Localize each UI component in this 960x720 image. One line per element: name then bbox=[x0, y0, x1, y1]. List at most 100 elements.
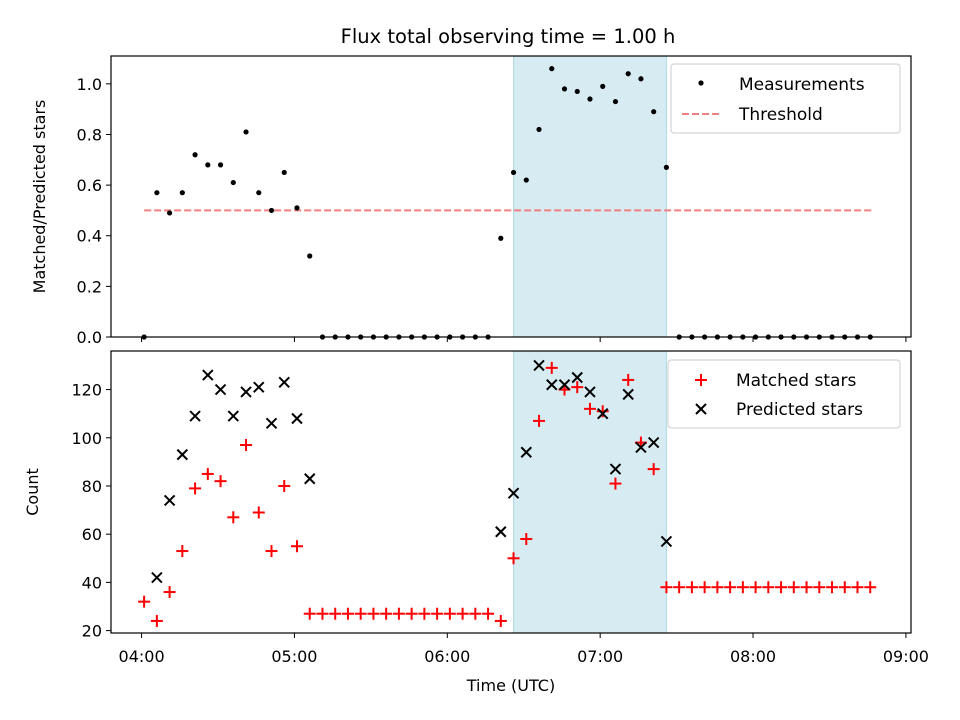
measurement-point bbox=[561, 86, 568, 92]
bottom-axes-frame bbox=[110, 350, 912, 634]
predicted-star-point bbox=[571, 371, 583, 384]
bottom-y-tick-label: 100 bbox=[71, 429, 102, 448]
legend-measurements-label: Measurements bbox=[739, 75, 865, 95]
x-tick-label: 08:00 bbox=[730, 647, 776, 666]
measurement-point bbox=[651, 109, 657, 115]
top-y-tick-label: 0.6 bbox=[77, 176, 102, 195]
matched-star-point bbox=[456, 607, 469, 620]
matched-star-point bbox=[201, 467, 214, 480]
predicted-star-point bbox=[176, 448, 189, 461]
matched-star-point bbox=[163, 586, 176, 599]
predicted-star-point bbox=[163, 494, 176, 507]
x-tick-label: 05:00 bbox=[271, 647, 317, 666]
bottom-panel: 20 40 60 80 100 120 04:00 05:00 06:00 07:00 08:00… bbox=[23, 350, 929, 695]
predicted-star-point bbox=[265, 417, 278, 430]
top-y-axis-label: Matched/Predicted stars bbox=[30, 100, 49, 294]
measurement-point bbox=[294, 205, 300, 211]
measurement-point bbox=[549, 66, 555, 72]
bottom-y-tick-label: 40 bbox=[82, 573, 102, 592]
measurement-point bbox=[510, 169, 517, 176]
predicted-star-point bbox=[291, 412, 303, 425]
matched-star-point bbox=[660, 581, 673, 594]
matched-star-point bbox=[341, 607, 354, 620]
predicted-star-point bbox=[597, 407, 609, 420]
matched-star-point bbox=[176, 545, 189, 558]
matched-star-point bbox=[227, 511, 240, 524]
predicted-star-point bbox=[635, 441, 647, 454]
legend-threshold-label: Threshold bbox=[738, 105, 823, 125]
top-y-tick-label: 0.2 bbox=[77, 277, 102, 296]
matched-star-point bbox=[545, 361, 558, 374]
legend-predicted-label: Predicted stars bbox=[736, 400, 863, 420]
matched-star-point bbox=[189, 482, 202, 495]
chart-title: Flux total observing time = 1.00 h bbox=[341, 25, 676, 48]
matched-star-point bbox=[647, 463, 660, 476]
predicted-star-point bbox=[189, 410, 201, 422]
predicted-star-point bbox=[609, 463, 622, 475]
top-legend-box bbox=[670, 63, 901, 134]
predicted-star-point bbox=[647, 436, 660, 449]
top-axes-frame bbox=[110, 55, 912, 338]
predicted-star-point bbox=[558, 379, 571, 391]
predicted-star-point bbox=[622, 388, 634, 401]
measurement-point bbox=[166, 210, 173, 216]
matched-star-point bbox=[571, 381, 584, 394]
measurement-point bbox=[154, 190, 160, 196]
matched-star-point bbox=[622, 373, 635, 386]
matched-star-point bbox=[864, 581, 877, 594]
matched-star-point bbox=[838, 581, 851, 594]
x-axis-label: Time (UTC) bbox=[466, 676, 555, 695]
bottom-y-tick-label: 60 bbox=[82, 525, 102, 544]
bottom-y-tick-label: 20 bbox=[82, 622, 102, 641]
matched-star-point bbox=[596, 405, 609, 418]
matched-star-point bbox=[316, 607, 329, 620]
measurement-point bbox=[268, 207, 275, 214]
matched-star-point bbox=[800, 581, 813, 594]
bottom-y-axis-label: Count bbox=[23, 468, 42, 516]
top-legend: Measurements Threshold bbox=[670, 63, 901, 134]
matched-star-point bbox=[329, 607, 342, 620]
bottom-legend: Matched stars Predicted stars bbox=[667, 359, 901, 429]
matched-star-point bbox=[418, 607, 431, 620]
predicted-star-point bbox=[495, 526, 507, 538]
legend-predicted-marker bbox=[695, 403, 707, 415]
matched-star-point bbox=[278, 479, 291, 492]
x-tick-label: 06:00 bbox=[424, 647, 470, 666]
measurement-point bbox=[625, 71, 631, 77]
bottom-highlight-span bbox=[513, 350, 667, 634]
predicted-star-point bbox=[278, 376, 290, 389]
matched-star-point bbox=[240, 439, 253, 451]
matched-star-point bbox=[482, 607, 495, 620]
predicted-star-point bbox=[520, 446, 532, 458]
measurement-point bbox=[600, 83, 606, 89]
matched-star-point bbox=[265, 545, 278, 558]
predicted-star-point bbox=[304, 473, 316, 485]
top-y-tick-label: 0.0 bbox=[77, 328, 102, 347]
legend-matched-label: Matched stars bbox=[736, 371, 856, 391]
measurement-point bbox=[498, 235, 504, 241]
predicted-star-point bbox=[546, 379, 558, 391]
predicted-star-point bbox=[202, 369, 214, 381]
matched-star-point bbox=[290, 540, 303, 553]
measurement-point bbox=[523, 177, 529, 183]
measurement-point bbox=[281, 169, 287, 176]
predicted-star-point bbox=[584, 386, 596, 398]
predicted-star-point bbox=[507, 487, 520, 499]
matched-star-point bbox=[533, 414, 546, 427]
bottom-y-tick-label: 120 bbox=[71, 381, 102, 400]
predicted-star-point bbox=[214, 383, 227, 396]
measurement-point bbox=[587, 96, 593, 102]
matched-star-point bbox=[392, 607, 405, 620]
matched-star-point bbox=[851, 581, 864, 594]
predicted-star-point bbox=[227, 410, 240, 422]
x-tick-label: 07:00 bbox=[577, 647, 623, 666]
top-highlight-span bbox=[513, 55, 667, 338]
predicted-star-point bbox=[660, 535, 673, 548]
matched-star-point bbox=[749, 581, 762, 594]
top-y-tick-label: 0.8 bbox=[77, 125, 102, 144]
legend-measurements-marker bbox=[698, 80, 704, 86]
matched-star-point bbox=[354, 607, 367, 620]
matched-star-point bbox=[380, 607, 393, 620]
matched-star-point bbox=[762, 581, 775, 594]
